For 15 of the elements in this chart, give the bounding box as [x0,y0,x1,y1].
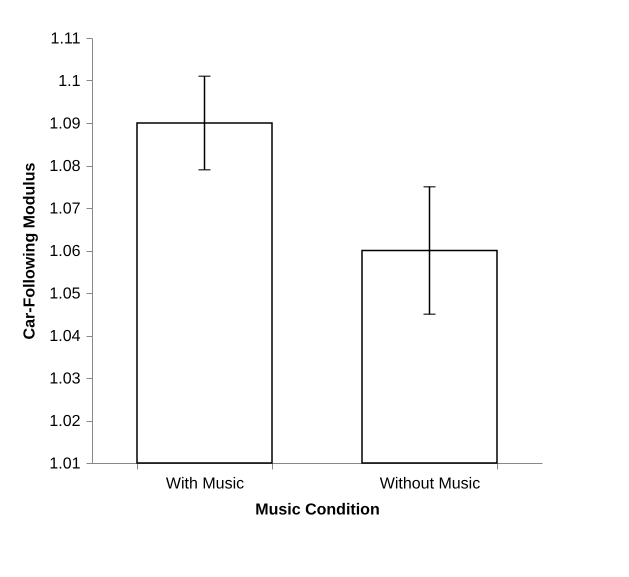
x-axis-title: Music Condition [255,502,380,518]
y-tick-label: 1.02 [49,413,81,430]
y-tick-label: 1.01 [49,456,81,472]
y-tick-label: 1.04 [49,328,81,345]
y-tick-label: 1.09 [49,116,81,132]
y-tick-label: 1.08 [49,158,81,175]
y-tick-label: 1.1 [58,73,81,90]
y-axis-title: Car-Following Modulus [21,162,38,340]
x-tick-label: With Music [166,476,244,492]
x-tick-label: Without Music [380,476,480,492]
y-tick-label: 1.07 [49,200,81,218]
y-tick-label: 1.05 [49,286,81,302]
y-tick-label: 1.03 [49,370,81,388]
y-tick-label: 1.06 [49,243,81,260]
y-tick-label: 1.11 [50,30,81,48]
